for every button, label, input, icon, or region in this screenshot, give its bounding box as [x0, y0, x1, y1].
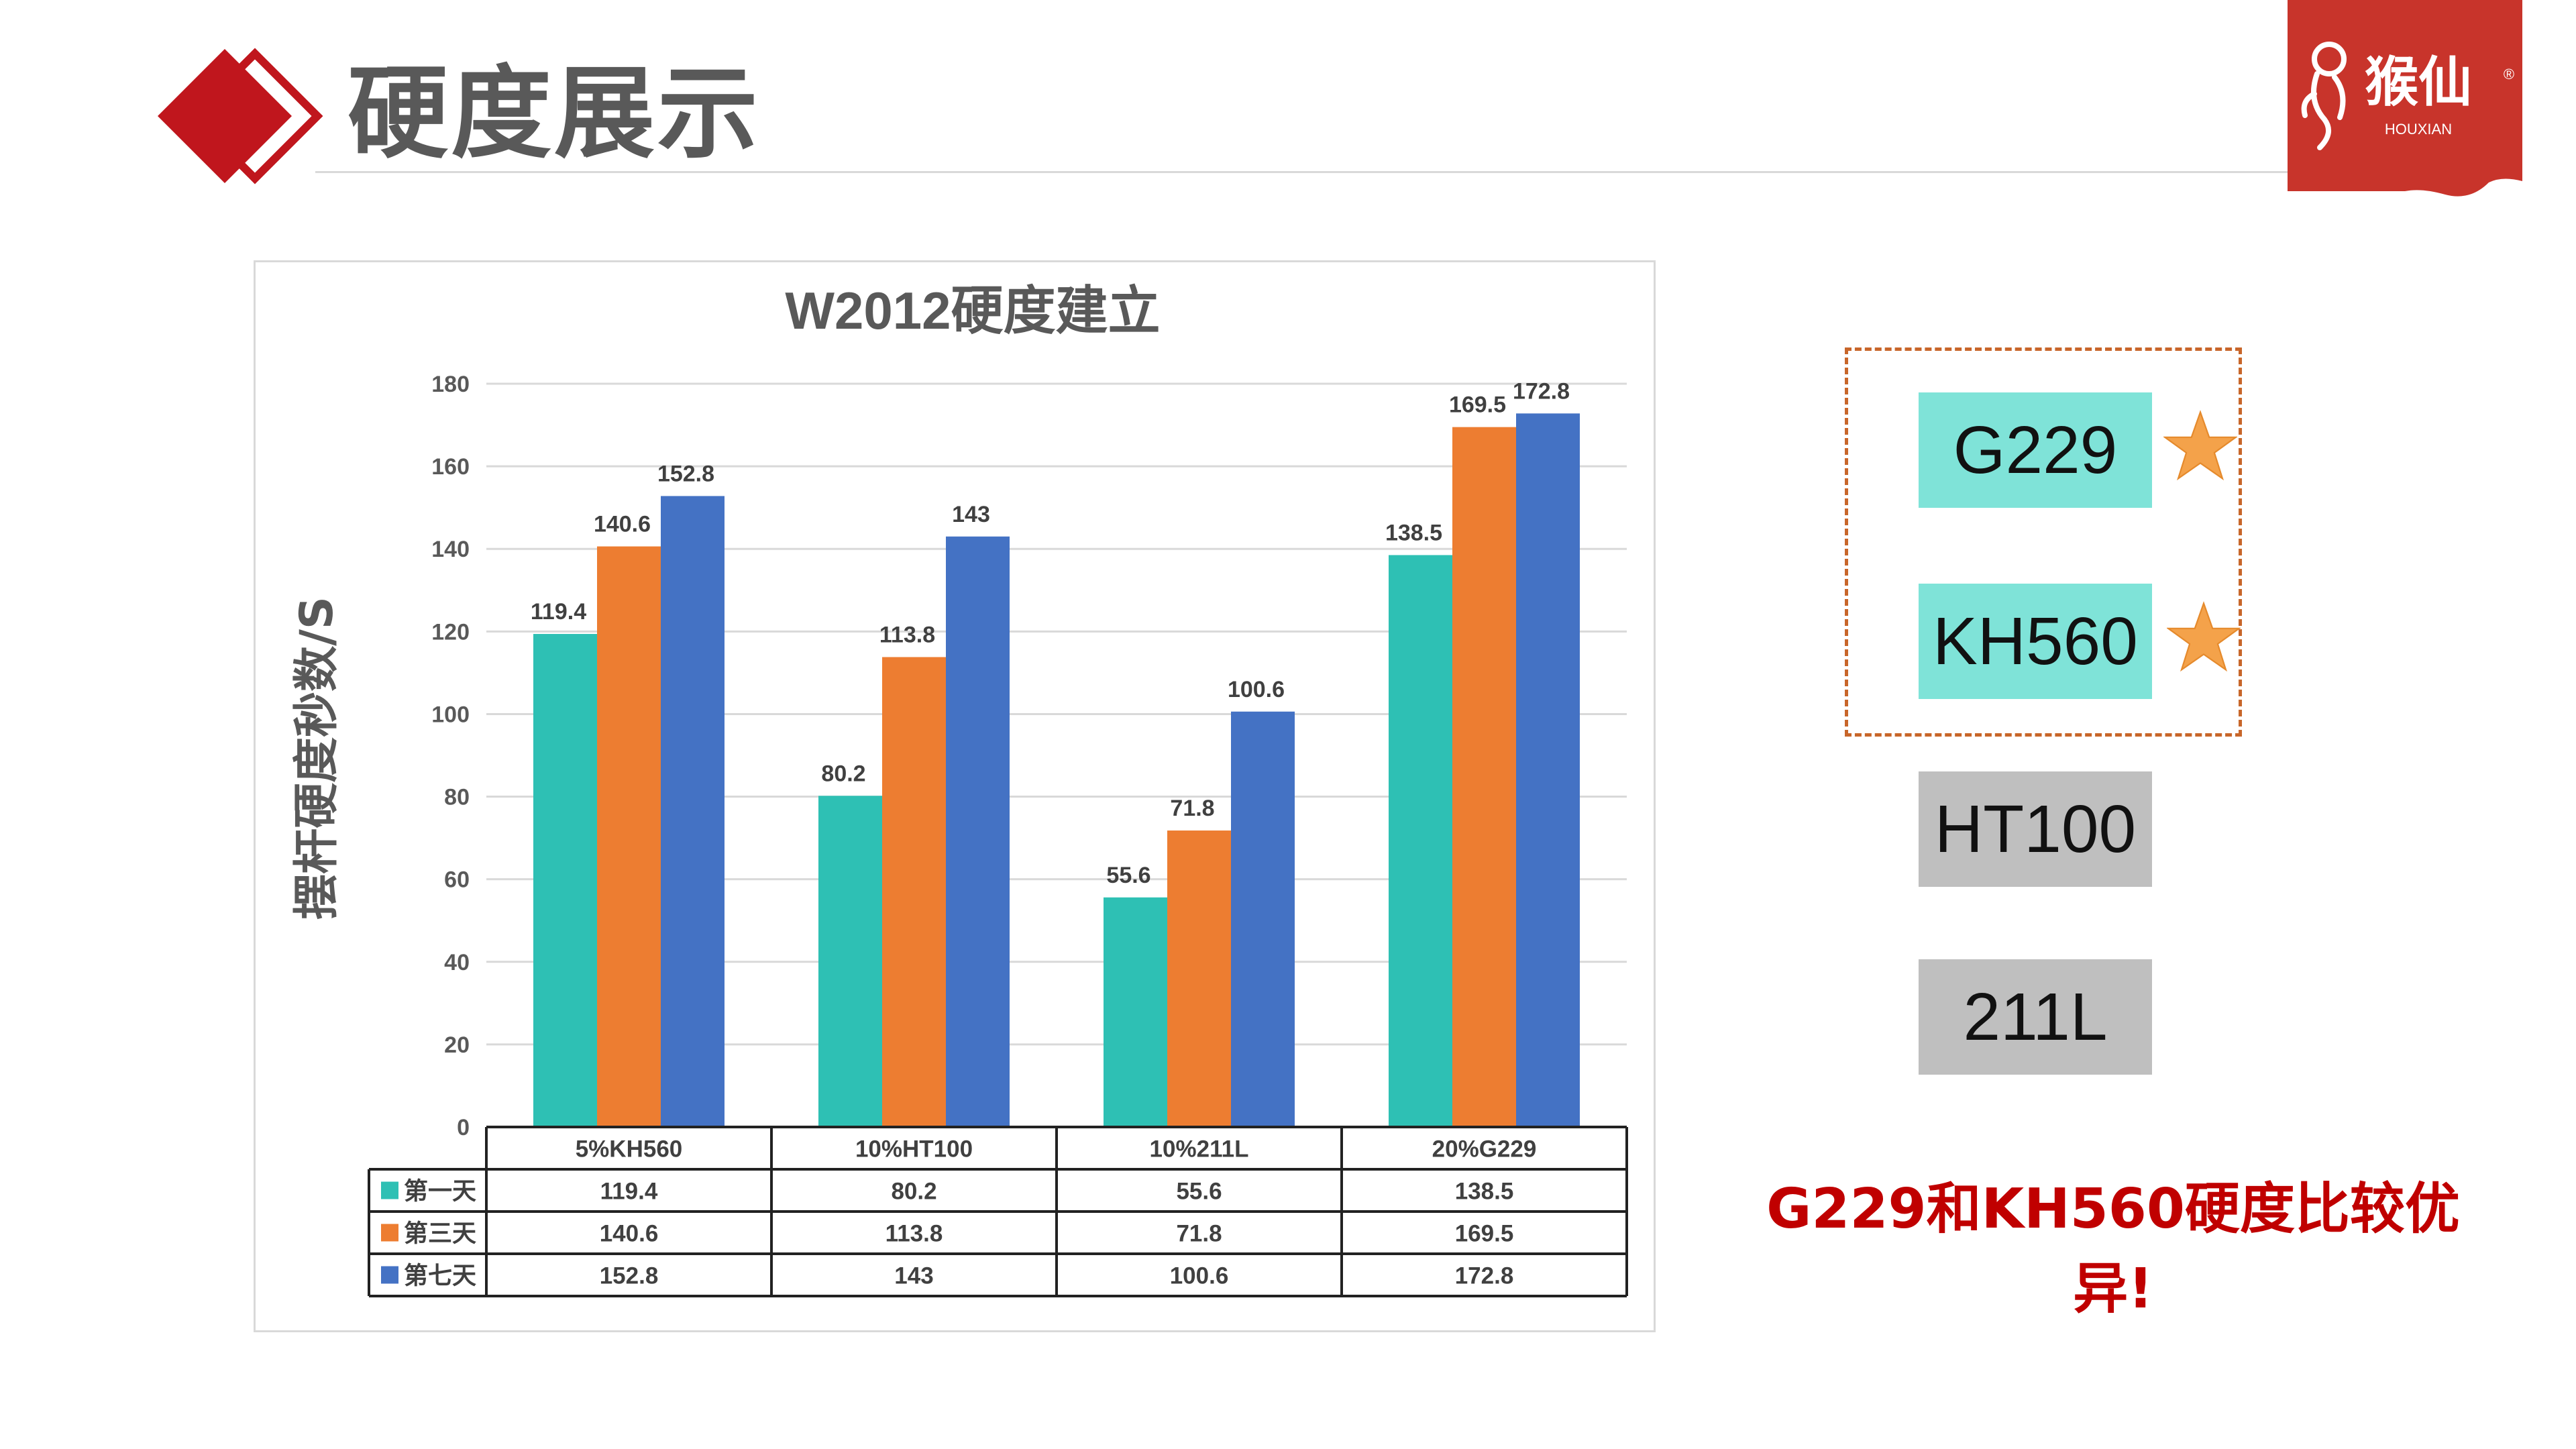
- bar: [1452, 427, 1516, 1128]
- table-cell-value: 119.4: [600, 1179, 658, 1205]
- item-211l: 211L: [1919, 959, 2152, 1075]
- bar: [533, 634, 597, 1127]
- data-label: 138.5: [1385, 520, 1442, 545]
- x-category-label: 10%211L: [1150, 1136, 1249, 1163]
- y-tick-label: 100: [431, 702, 470, 727]
- data-label: 169.5: [1449, 392, 1506, 418]
- data-label: 55.6: [1106, 863, 1150, 888]
- data-label: 143: [952, 502, 990, 527]
- x-category-label: 5%KH560: [576, 1136, 683, 1163]
- bar: [946, 536, 1010, 1127]
- item-kh560: KH560: [1919, 584, 2152, 699]
- highlight-dashed-box: [1845, 347, 2242, 737]
- bar: [1516, 413, 1580, 1127]
- table-cell-value: 172.8: [1455, 1263, 1514, 1289]
- header-divider: [315, 171, 2522, 173]
- table-cell-value: 169.5: [1455, 1221, 1514, 1247]
- legend-swatch: [381, 1181, 398, 1199]
- data-label: 71.8: [1170, 796, 1214, 821]
- bar: [1389, 555, 1452, 1127]
- data-label: 113.8: [879, 622, 935, 647]
- bar: [1167, 830, 1231, 1127]
- y-tick-label: 20: [444, 1032, 470, 1058]
- bar: [597, 546, 661, 1127]
- bar: [1231, 711, 1295, 1127]
- y-tick-label: 60: [444, 867, 470, 893]
- table-cell-value: 138.5: [1455, 1179, 1514, 1205]
- legend-label: 第七天: [404, 1263, 476, 1290]
- page-title: 硬度展示: [347, 56, 761, 172]
- bar: [1104, 897, 1167, 1127]
- y-tick-label: 140: [431, 537, 470, 562]
- data-label: 152.8: [657, 461, 714, 486]
- legend-label: 第一天: [404, 1178, 476, 1205]
- y-tick-label: 120: [431, 619, 470, 645]
- bar: [661, 496, 724, 1127]
- data-label: 172.8: [1513, 378, 1570, 404]
- star-icon: [2167, 601, 2241, 672]
- y-tick-label: 40: [444, 950, 470, 975]
- item-g229: G229: [1919, 392, 2152, 508]
- table-cell-value: 71.8: [1176, 1221, 1222, 1247]
- table-cell-value: 152.8: [600, 1263, 659, 1289]
- header-diamond-icon: [158, 48, 323, 184]
- star-icon: [2163, 410, 2237, 481]
- table-cell-value: 113.8: [885, 1221, 943, 1247]
- legend-swatch: [381, 1266, 398, 1284]
- y-tick-label: 80: [444, 785, 470, 810]
- bar: [882, 657, 946, 1127]
- data-label: 119.4: [531, 599, 586, 625]
- data-label: 140.6: [594, 512, 651, 537]
- logo-registered-mark: ®: [2504, 66, 2514, 83]
- logo-name: 猴仙: [2365, 50, 2472, 113]
- y-axis-label: 摆杆硬度秒数/S: [290, 596, 343, 920]
- x-category-label: 20%G229: [1432, 1136, 1537, 1163]
- item-ht100: HT100: [1919, 771, 2152, 887]
- bar: [818, 796, 882, 1127]
- table-cell-value: 80.2: [891, 1179, 936, 1205]
- y-tick-label: 0: [457, 1115, 470, 1140]
- data-label: 80.2: [821, 761, 865, 786]
- y-tick-label: 160: [431, 454, 470, 480]
- legend-label: 第三天: [404, 1220, 476, 1248]
- logo-subtitle: HOUXIAN: [2385, 121, 2452, 138]
- table-cell-value: 55.6: [1176, 1179, 1222, 1205]
- x-category-label: 10%HT100: [855, 1136, 973, 1163]
- brand-logo: 猴仙 HOUXIAN ®: [2288, 0, 2522, 197]
- data-label: 100.6: [1228, 677, 1285, 702]
- y-tick-label: 180: [431, 372, 470, 397]
- table-cell-value: 143: [894, 1263, 933, 1289]
- table-cell-value: 100.6: [1170, 1263, 1229, 1289]
- chart-title: W2012硬度建立: [785, 281, 1160, 340]
- table-cell-value: 140.6: [600, 1221, 659, 1247]
- legend-swatch: [381, 1224, 398, 1242]
- conclusion-text: G229和KH560硬度比较优异!: [1766, 1177, 2460, 1321]
